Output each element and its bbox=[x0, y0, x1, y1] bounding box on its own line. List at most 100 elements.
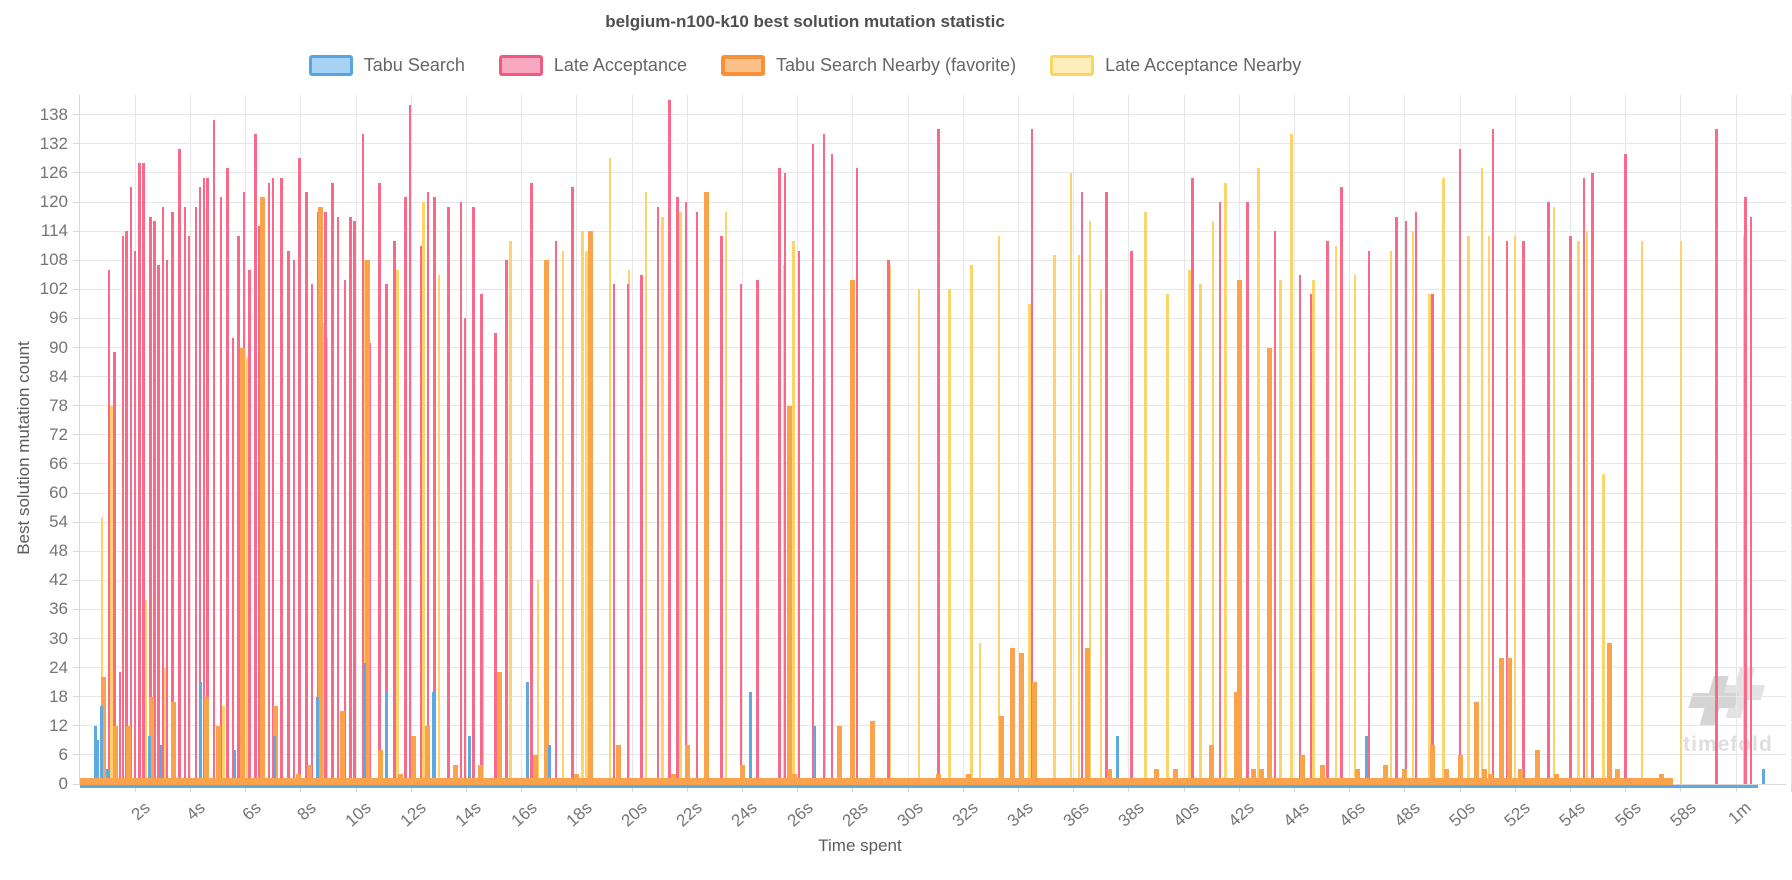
bar-late-acceptance-nearby[interactable] bbox=[1552, 206, 1556, 784]
bar-late-acceptance-nearby[interactable] bbox=[1290, 134, 1293, 784]
bar-late-acceptance-nearby[interactable] bbox=[1480, 168, 1484, 784]
bar-late-acceptance[interactable] bbox=[530, 182, 533, 784]
bar-late-acceptance[interactable] bbox=[310, 284, 314, 784]
bar-late-acceptance[interactable] bbox=[756, 279, 759, 784]
bar-late-acceptance-nearby[interactable] bbox=[585, 250, 588, 784]
bar-late-acceptance-nearby[interactable] bbox=[422, 202, 425, 784]
bar-late-acceptance-nearby[interactable] bbox=[245, 357, 249, 784]
bar-late-acceptance[interactable] bbox=[459, 202, 463, 784]
bar-tabu-search-nearby-favorite-[interactable] bbox=[739, 764, 745, 784]
bar-tabu-search[interactable] bbox=[1364, 735, 1368, 784]
bar-tabu-search-nearby-favorite-[interactable] bbox=[204, 696, 210, 784]
bar-late-acceptance[interactable] bbox=[1395, 216, 1398, 784]
bar-late-acceptance-nearby[interactable] bbox=[1602, 473, 1605, 784]
bar-late-acceptance[interactable] bbox=[426, 192, 429, 784]
bar-late-acceptance-nearby[interactable] bbox=[997, 235, 1001, 784]
bar-late-acceptance[interactable] bbox=[855, 168, 859, 784]
bar-late-acceptance[interactable] bbox=[1569, 235, 1572, 784]
bar-tabu-search-nearby-favorite-[interactable] bbox=[240, 347, 246, 784]
bar-late-acceptance[interactable] bbox=[254, 134, 257, 784]
bar-tabu-search-nearby-favorite-[interactable] bbox=[1258, 769, 1264, 784]
bar-late-acceptance[interactable] bbox=[778, 168, 781, 784]
bar-tabu-search-nearby-favorite-[interactable] bbox=[786, 405, 792, 784]
bar-late-acceptance[interactable] bbox=[419, 245, 423, 784]
bar-late-acceptance[interactable] bbox=[378, 182, 381, 784]
bar-late-acceptance[interactable] bbox=[368, 342, 372, 784]
bar-late-acceptance[interactable] bbox=[1547, 202, 1550, 784]
bar-late-acceptance[interactable] bbox=[149, 216, 152, 784]
bar-late-acceptance-nearby[interactable] bbox=[100, 517, 104, 784]
bar-late-acceptance[interactable] bbox=[1522, 240, 1525, 784]
bar-late-acceptance-nearby[interactable] bbox=[581, 231, 584, 784]
bar-late-acceptance[interactable] bbox=[626, 284, 630, 784]
bar-tabu-search-nearby-favorite-[interactable] bbox=[1173, 769, 1179, 784]
bar-late-acceptance[interactable] bbox=[219, 197, 222, 784]
bar-late-acceptance[interactable] bbox=[720, 235, 723, 784]
bar-late-acceptance-nearby[interactable] bbox=[1199, 284, 1202, 784]
bar-tabu-search-nearby-favorite-[interactable] bbox=[704, 192, 710, 784]
bar-tabu-search[interactable] bbox=[812, 725, 816, 784]
bar-late-acceptance-nearby[interactable] bbox=[1467, 235, 1470, 784]
bar-late-acceptance[interactable] bbox=[1744, 197, 1747, 784]
bar-late-acceptance[interactable] bbox=[1458, 148, 1462, 784]
bar-tabu-search[interactable] bbox=[547, 745, 551, 784]
bar-late-acceptance-nearby[interactable] bbox=[1099, 289, 1103, 784]
bar-late-acceptance[interactable] bbox=[1130, 250, 1133, 784]
bar-tabu-search[interactable] bbox=[315, 696, 319, 784]
bar-late-acceptance[interactable] bbox=[178, 148, 181, 784]
bar-tabu-search-nearby-favorite-[interactable] bbox=[339, 711, 345, 784]
bar-tabu-search[interactable] bbox=[467, 735, 471, 784]
bar-late-acceptance[interactable] bbox=[612, 284, 616, 784]
bar-late-acceptance[interactable] bbox=[656, 206, 660, 784]
bar-late-acceptance[interactable] bbox=[1431, 294, 1434, 784]
bar-late-acceptance[interactable] bbox=[121, 235, 125, 784]
bar-tabu-search-nearby-favorite-[interactable] bbox=[1355, 769, 1361, 784]
legend-item-late-acceptance-nearby[interactable]: Late Acceptance Nearby bbox=[1050, 55, 1301, 76]
bar-late-acceptance-nearby[interactable] bbox=[1211, 221, 1215, 784]
bar-late-acceptance[interactable] bbox=[1591, 172, 1594, 784]
bar-late-acceptance[interactable] bbox=[331, 182, 334, 784]
bar-late-acceptance[interactable] bbox=[1340, 187, 1343, 784]
bar-late-acceptance-nearby[interactable] bbox=[978, 643, 981, 784]
bar-tabu-search-nearby-favorite-[interactable] bbox=[125, 725, 131, 784]
bar-late-acceptance[interactable] bbox=[668, 100, 671, 784]
bar-tabu-search-nearby-favorite-[interactable] bbox=[1534, 750, 1540, 784]
bar-late-acceptance-nearby[interactable] bbox=[561, 250, 565, 784]
bar-late-acceptance-nearby[interactable] bbox=[1679, 240, 1683, 784]
bar-late-acceptance[interactable] bbox=[1105, 192, 1108, 784]
bar-late-acceptance-nearby[interactable] bbox=[724, 211, 728, 784]
bar-late-acceptance-nearby[interactable] bbox=[144, 599, 148, 784]
bar-tabu-search-nearby-favorite-[interactable] bbox=[999, 716, 1005, 784]
bar-tabu-search-nearby-favorite-[interactable] bbox=[1443, 769, 1449, 784]
bar-late-acceptance[interactable] bbox=[1491, 129, 1495, 784]
bar-late-acceptance[interactable] bbox=[267, 182, 271, 784]
bar-tabu-search-nearby-favorite-[interactable] bbox=[1507, 657, 1513, 784]
bar-tabu-search-nearby-favorite-[interactable] bbox=[869, 720, 875, 784]
bar-late-acceptance-nearby[interactable] bbox=[437, 274, 441, 784]
bar-late-acceptance[interactable] bbox=[640, 274, 643, 784]
bar-late-acceptance[interactable] bbox=[1080, 192, 1084, 784]
bar-late-acceptance-nearby[interactable] bbox=[1053, 255, 1056, 784]
bar-tabu-search-nearby-favorite-[interactable] bbox=[411, 735, 417, 784]
bar-tabu-search-nearby-favorite-[interactable] bbox=[1153, 769, 1159, 784]
bar-tabu-search[interactable] bbox=[93, 725, 97, 784]
bar-tabu-search-nearby-favorite-[interactable] bbox=[588, 231, 594, 784]
bar-late-acceptance-nearby[interactable] bbox=[888, 265, 892, 784]
bar-tabu-search-nearby-favorite-[interactable] bbox=[171, 701, 177, 784]
bar-late-acceptance[interactable] bbox=[353, 221, 356, 784]
bar-late-acceptance[interactable] bbox=[305, 192, 308, 784]
bar-late-acceptance-nearby[interactable] bbox=[1428, 294, 1431, 784]
bar-late-acceptance-nearby[interactable] bbox=[1144, 211, 1147, 784]
bar-late-acceptance[interactable] bbox=[472, 206, 475, 784]
bar-late-acceptance[interactable] bbox=[212, 119, 216, 784]
bar-late-acceptance[interactable] bbox=[385, 284, 388, 784]
bar-tabu-search[interactable] bbox=[273, 735, 277, 784]
bar-late-acceptance[interactable] bbox=[183, 206, 187, 784]
bar-late-acceptance[interactable] bbox=[1404, 221, 1408, 784]
bar-tabu-search[interactable] bbox=[749, 691, 753, 784]
bar-late-acceptance[interactable] bbox=[271, 177, 275, 784]
bar-late-acceptance[interactable] bbox=[505, 260, 508, 784]
bar-tabu-search[interactable] bbox=[106, 769, 110, 784]
bar-tabu-search-nearby-favorite-[interactable] bbox=[1106, 769, 1112, 784]
bar-late-acceptance[interactable] bbox=[280, 177, 283, 784]
